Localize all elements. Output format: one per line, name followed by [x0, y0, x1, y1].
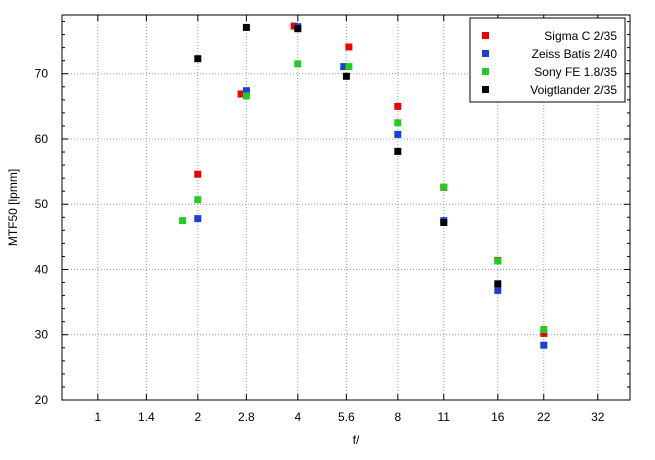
- data-point: [194, 170, 202, 178]
- y-axis-label: MTF50 [lpmm]: [6, 169, 20, 246]
- y-tick-label: 70: [35, 67, 49, 81]
- data-point: [394, 102, 402, 110]
- grid-layer: [62, 15, 630, 400]
- data-point: [494, 286, 502, 294]
- data-point: [242, 92, 250, 100]
- x-tick-label: 22: [537, 410, 551, 424]
- data-point: [394, 147, 402, 155]
- data-point: [345, 43, 353, 51]
- legend: Sigma C 2/35 Zeiss Batis 2/40 Sony FE 1.8/…: [469, 17, 626, 103]
- x-tick-label: 8: [394, 410, 401, 424]
- x-tick-label: 4: [294, 410, 301, 424]
- x-tick-label: 16: [491, 410, 505, 424]
- data-point: [294, 60, 302, 68]
- data-point: [440, 183, 448, 191]
- legend-marker: [482, 50, 489, 57]
- y-tick-label: 60: [35, 132, 49, 146]
- x-tick-label: 32: [591, 410, 605, 424]
- x-tick-label: 2.8: [238, 410, 255, 424]
- data-point: [242, 23, 250, 31]
- data-point: [440, 219, 448, 226]
- data-point: [194, 215, 202, 223]
- data-point: [494, 280, 502, 288]
- x-tick-label: 1: [94, 410, 101, 424]
- y-tick-label: 20: [35, 393, 49, 407]
- legend-marker: [482, 32, 489, 39]
- legend-label: Zeiss Batis 2/40: [532, 47, 618, 61]
- x-tick-label: 5.6: [338, 410, 355, 424]
- data-point: [340, 63, 348, 71]
- data-point: [294, 25, 302, 33]
- legend-label: Sigma C 2/35: [544, 29, 617, 43]
- data-point: [342, 72, 350, 80]
- point-layer: [179, 22, 548, 349]
- legend-marker: [482, 68, 489, 75]
- legend-label: Voigtlander 2/35: [530, 83, 617, 97]
- data-point: [242, 87, 250, 95]
- data-point: [179, 217, 187, 225]
- data-point: [394, 130, 402, 138]
- data-point: [394, 119, 402, 127]
- tick-layer: 1 1.4 2 2.8 4 5.6 8 11 16 22 32 20 30 40 50 60 70: [35, 15, 630, 424]
- data-point: [290, 22, 298, 30]
- data-point: [540, 326, 548, 333]
- plot-frame: [61, 14, 631, 401]
- data-point: [237, 90, 245, 98]
- data-point: [494, 257, 502, 265]
- legend-box: [469, 17, 626, 103]
- x-tick-label: 11: [438, 410, 451, 424]
- data-point: [540, 329, 548, 337]
- data-point: [194, 196, 202, 204]
- x-tick-label: 2: [194, 410, 201, 424]
- legend-label: Sony FE 1.8/35: [534, 65, 617, 79]
- x-axis-label: f/: [353, 433, 360, 447]
- y-tick-label: 30: [35, 328, 49, 342]
- x-tick-label: 1.4: [138, 410, 155, 424]
- data-point: [540, 341, 548, 349]
- legend-marker: [482, 86, 489, 93]
- y-tick-label: 40: [35, 262, 49, 276]
- data-point: [345, 63, 353, 71]
- data-point: [194, 55, 202, 63]
- y-tick-label: 50: [35, 197, 49, 211]
